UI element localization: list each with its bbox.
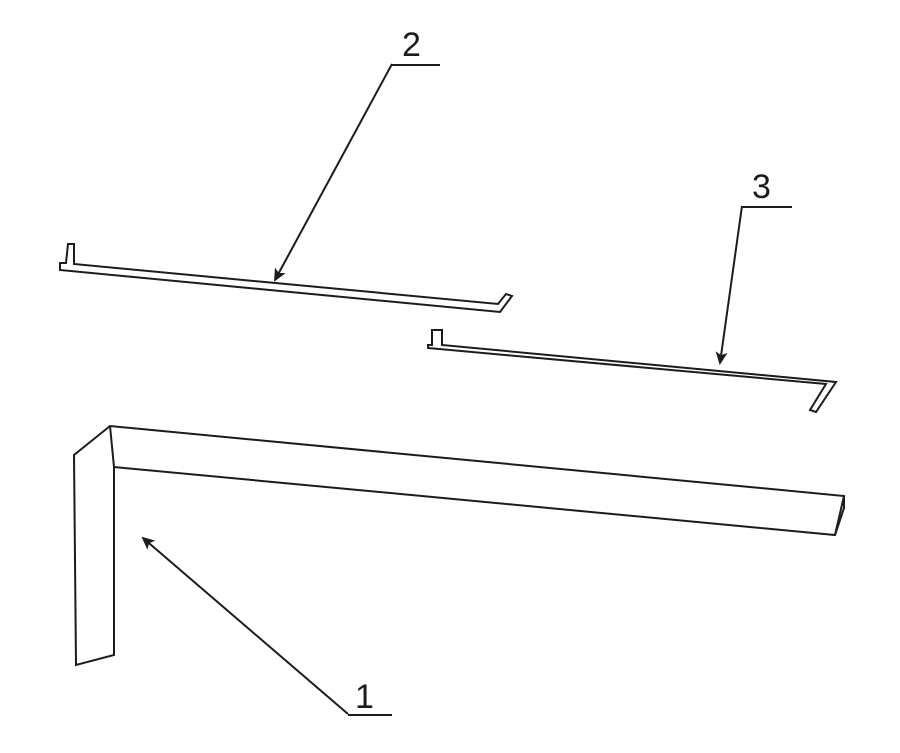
callout-label-3: 3: [752, 170, 771, 204]
part-outline: [428, 330, 836, 412]
leaders-group: [143, 64, 742, 714]
part-outline: [74, 426, 844, 665]
diagram-canvas: 1 2 3: [0, 0, 900, 753]
callout-underline-3: [742, 206, 792, 208]
parts-group: [60, 244, 844, 665]
part-inner-edge: [110, 426, 114, 467]
leader-line: [275, 64, 392, 280]
part-inner-edge: [835, 496, 844, 535]
leader-line: [720, 206, 742, 363]
part-outline: [60, 244, 512, 312]
callout-label-1: 1: [355, 680, 374, 714]
leader-line: [143, 538, 348, 714]
diagram-svg: [0, 0, 900, 753]
callout-underline-2: [392, 64, 440, 66]
callout-underline-1: [348, 714, 392, 716]
callout-label-2: 2: [402, 28, 421, 62]
